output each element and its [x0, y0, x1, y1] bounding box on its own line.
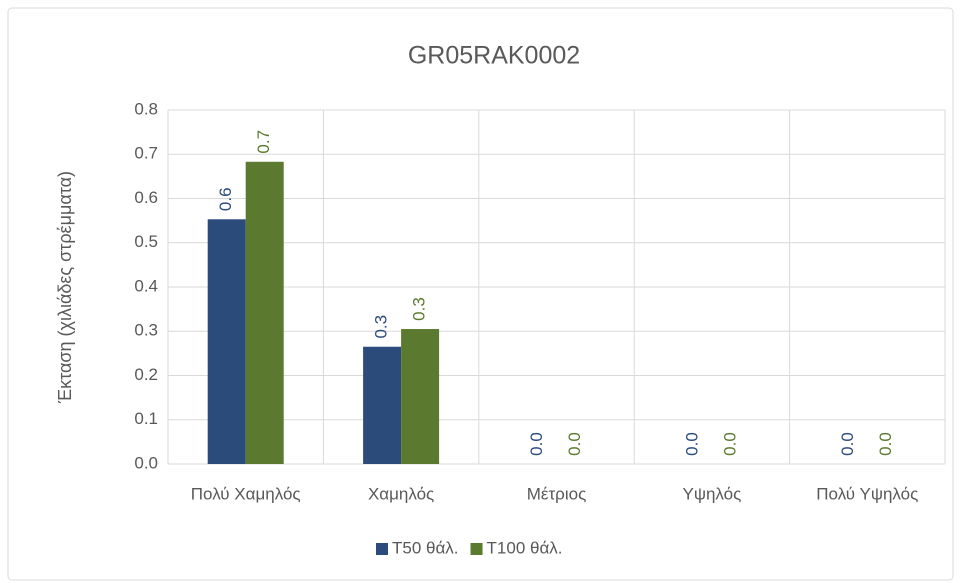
- y-tick-label: 0.6: [134, 188, 158, 207]
- x-tick-label: Πολύ Χαμηλός: [191, 484, 301, 503]
- bar: [207, 219, 246, 464]
- y-tick-label: 0.4: [134, 276, 158, 295]
- y-tick-label: 0.3: [134, 321, 158, 340]
- data-label: 0.3: [372, 315, 391, 339]
- y-tick-label: 0.5: [134, 232, 158, 251]
- y-tick-label: 0.8: [134, 99, 158, 118]
- x-tick-label: Υψηλός: [682, 484, 741, 503]
- bar: [401, 329, 440, 464]
- bar: [363, 346, 402, 464]
- chart-title: GR05RAK0002: [408, 42, 580, 70]
- data-label: 0.0: [720, 432, 739, 456]
- data-label: 0.0: [838, 432, 857, 456]
- legend-label: T100 θάλ.: [487, 538, 563, 557]
- data-label: 0.0: [527, 432, 546, 456]
- data-label: 0.0: [565, 432, 584, 456]
- x-tick-label: Μέτριος: [527, 484, 587, 503]
- legend-swatch: [376, 543, 388, 555]
- data-label: 0.6: [216, 187, 235, 211]
- data-label: 0.0: [876, 432, 895, 456]
- x-tick-label: Πολύ Υψηλός: [816, 484, 918, 503]
- legend-label: T50 θάλ.: [392, 538, 459, 557]
- y-axis-label: Έκταση (χιλιάδες στρέμματα): [55, 171, 75, 404]
- data-label: 0.3: [410, 297, 429, 321]
- y-tick-label: 0.2: [134, 365, 158, 384]
- y-tick-label: 0.1: [134, 409, 158, 428]
- bar: [245, 161, 284, 464]
- x-tick-label: Χαμηλός: [368, 484, 434, 503]
- y-tick-label: 0.0: [134, 453, 158, 472]
- data-label: 0.7: [254, 130, 273, 154]
- data-label: 0.0: [682, 432, 701, 456]
- legend-swatch: [470, 543, 483, 555]
- y-tick-label: 0.7: [134, 144, 158, 163]
